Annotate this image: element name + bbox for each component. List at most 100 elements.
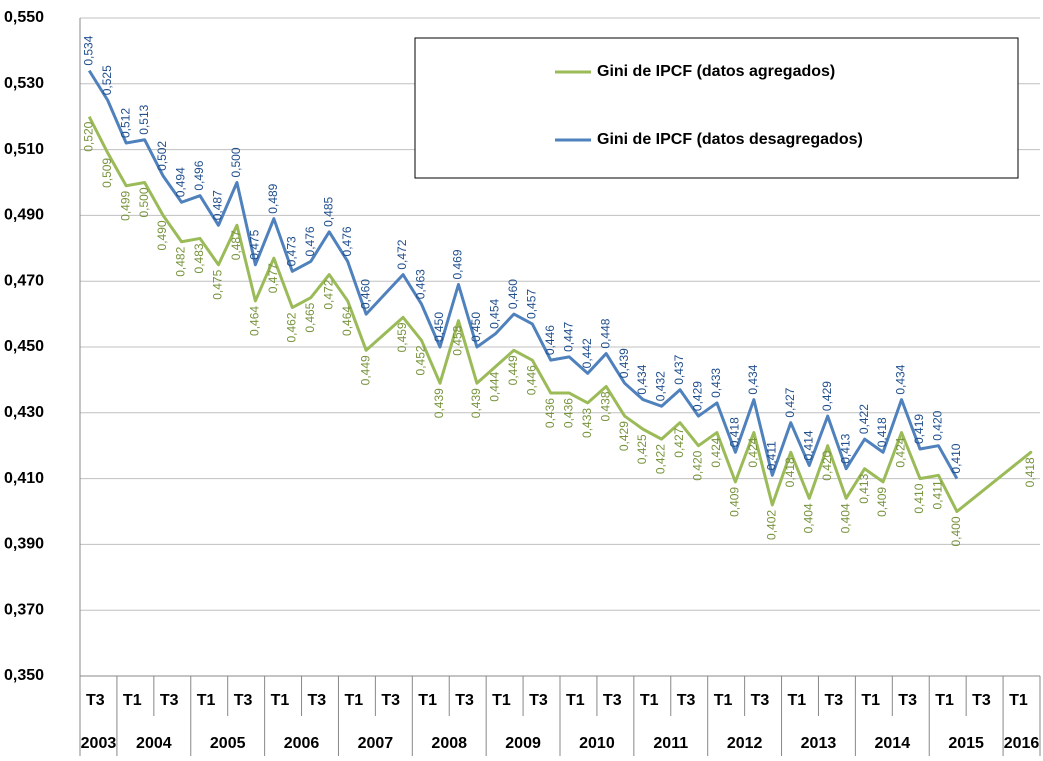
- data-label: 0,450: [469, 312, 483, 342]
- data-label: 0,413: [857, 473, 871, 503]
- year-label: 2010: [579, 735, 615, 752]
- data-label: 0,434: [635, 364, 649, 394]
- y-tick-label: 0,370: [4, 601, 44, 618]
- x-tick-label: T1: [640, 692, 659, 709]
- x-tick-label: T1: [418, 692, 437, 709]
- data-label: 0,464: [248, 306, 262, 336]
- year-label: 2008: [431, 735, 467, 752]
- data-label: 0,482: [174, 246, 188, 276]
- x-tick-label: T1: [935, 692, 954, 709]
- x-tick-label: T3: [972, 692, 991, 709]
- data-label: 0,418: [783, 457, 797, 487]
- data-label: 0,411: [764, 441, 778, 470]
- data-label: 0,452: [414, 345, 428, 375]
- data-label: 0,424: [894, 437, 908, 467]
- data-label: 0,427: [672, 427, 686, 457]
- data-label: 0,429: [617, 421, 631, 451]
- year-label: 2013: [801, 735, 837, 752]
- data-label: 0,420: [820, 450, 834, 480]
- data-label: 0,404: [838, 503, 852, 533]
- data-label: 0,429: [820, 381, 834, 411]
- data-label: 0,496: [192, 160, 206, 190]
- data-label: 0,437: [672, 354, 686, 384]
- data-label: 0,490: [155, 220, 169, 250]
- data-label: 0,418: [1023, 457, 1037, 487]
- data-label: 0,444: [488, 371, 502, 401]
- x-tick-label: T3: [455, 692, 474, 709]
- x-tick-label: T3: [529, 692, 548, 709]
- gap-connector: [955, 450, 1033, 513]
- x-tick-label: T3: [824, 692, 843, 709]
- data-label: 0,442: [580, 338, 594, 368]
- data-label: 0,469: [451, 249, 465, 279]
- year-label: 2014: [875, 735, 911, 752]
- data-label: 0,520: [81, 121, 95, 151]
- data-label: 0,458: [451, 325, 465, 355]
- data-label: 0,459: [395, 322, 409, 352]
- data-label: 0,424: [709, 437, 723, 467]
- data-label: 0,434: [894, 364, 908, 394]
- data-label: 0,410: [912, 483, 926, 513]
- data-label: 0,439: [432, 388, 446, 418]
- data-label: 0,475: [211, 269, 225, 299]
- year-label: 2006: [284, 735, 320, 752]
- x-tick-label: T1: [271, 692, 290, 709]
- data-label: 0,414: [801, 430, 815, 460]
- data-label: 0,472: [395, 239, 409, 269]
- x-tick-label: T1: [344, 692, 363, 709]
- x-tick-label: T3: [86, 692, 105, 709]
- data-label: 0,489: [266, 183, 280, 213]
- x-tick-label: T1: [861, 692, 880, 709]
- x-tick-label: T3: [898, 692, 917, 709]
- data-label: 0,436: [561, 398, 575, 428]
- year-label: 2015: [948, 735, 984, 752]
- data-label: 0,449: [506, 355, 520, 385]
- data-label: 0,457: [524, 289, 538, 319]
- y-tick-label: 0,430: [4, 404, 44, 421]
- data-label: 0,487: [229, 230, 243, 260]
- data-label: 0,483: [192, 243, 206, 273]
- y-tick-label: 0,490: [4, 207, 44, 224]
- data-label: 0,463: [414, 269, 428, 299]
- data-label: 0,419: [912, 414, 926, 444]
- data-label: 0,500: [229, 147, 243, 177]
- data-label: 0,446: [543, 325, 557, 355]
- x-tick-label: T3: [234, 692, 253, 709]
- data-label: 0,409: [728, 487, 742, 517]
- data-label: 0,460: [506, 279, 520, 309]
- year-label: 2005: [210, 735, 246, 752]
- data-label: 0,494: [174, 167, 188, 197]
- x-tick-label: T1: [788, 692, 807, 709]
- x-tick-label: T1: [714, 692, 733, 709]
- data-label: 0,462: [284, 312, 298, 342]
- data-label: 0,513: [137, 104, 151, 134]
- data-label: 0,425: [635, 434, 649, 464]
- x-tick-label: T3: [677, 692, 696, 709]
- data-label: 0,400: [949, 516, 963, 546]
- data-label: 0,429: [691, 381, 705, 411]
- data-label: 0,472: [321, 279, 335, 309]
- data-label: 0,432: [654, 371, 668, 401]
- data-label: 0,422: [857, 404, 871, 434]
- y-tick-label: 0,470: [4, 272, 44, 289]
- data-label: 0,420: [931, 410, 945, 440]
- data-label: 0,465: [303, 302, 317, 332]
- legend-label: Gini de IPCF (datos desagregados): [597, 131, 863, 148]
- legend-label: Gini de IPCF (datos agregados): [597, 63, 835, 80]
- data-label: 0,439: [617, 348, 631, 378]
- x-tick-label: T1: [123, 692, 142, 709]
- data-label: 0,420: [691, 450, 705, 480]
- data-label: 0,477: [266, 263, 280, 293]
- x-tick-label: T3: [603, 692, 622, 709]
- data-label: 0,410: [949, 443, 963, 473]
- y-tick-label: 0,410: [4, 470, 44, 487]
- data-label: 0,476: [340, 226, 354, 256]
- x-tick-label: T1: [1009, 692, 1028, 709]
- y-tick-label: 0,530: [4, 75, 44, 92]
- data-label: 0,509: [100, 158, 114, 188]
- data-label: 0,512: [118, 108, 132, 138]
- gap-connector: [364, 315, 405, 352]
- data-label: 0,402: [764, 510, 778, 540]
- data-label: 0,413: [838, 433, 852, 463]
- data-label: 0,473: [284, 236, 298, 266]
